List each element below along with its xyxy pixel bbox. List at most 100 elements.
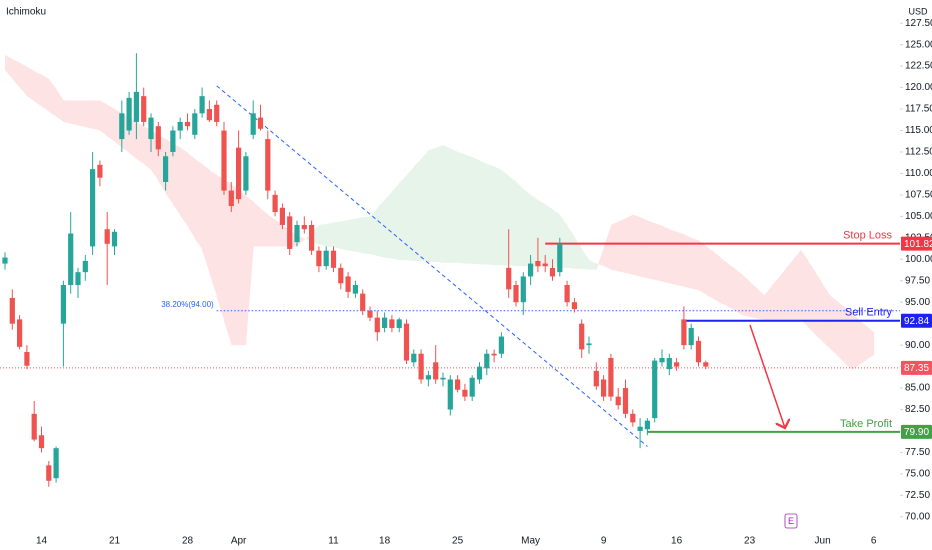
candle-body bbox=[535, 260, 541, 267]
cloud-segment bbox=[348, 218, 356, 252]
cloud-segment bbox=[523, 188, 532, 267]
cloud-segment bbox=[450, 148, 459, 263]
candle-body bbox=[133, 91, 139, 122]
y-tick-label: 85.00 bbox=[905, 383, 930, 394]
cloud-segment bbox=[370, 207, 378, 256]
candle-body bbox=[549, 267, 556, 277]
cloud-segment bbox=[815, 272, 824, 342]
x-tick-label: 6 bbox=[871, 536, 877, 547]
y-tick-label: 95.00 bbox=[905, 297, 930, 308]
cloud-segment bbox=[640, 217, 648, 279]
candle-body bbox=[68, 233, 74, 286]
cloud-segment bbox=[844, 307, 853, 371]
x-tick-label: Jun bbox=[815, 536, 831, 547]
cloud-segment bbox=[479, 160, 488, 265]
cloud-segment bbox=[165, 139, 174, 205]
candle-body bbox=[287, 216, 293, 249]
cloud-segment bbox=[85, 100, 94, 129]
cloud-segment bbox=[545, 204, 553, 268]
cloud-segment bbox=[705, 246, 714, 299]
price-axis: 70.0072.5075.0077.5080.0082.5085.0087.50… bbox=[900, 18, 932, 522]
cloud-segment bbox=[92, 100, 101, 131]
candle-body bbox=[316, 250, 322, 267]
candle-body bbox=[24, 352, 30, 366]
candle-body bbox=[579, 323, 585, 350]
cloud-segment bbox=[727, 263, 736, 311]
cloud-segment bbox=[589, 260, 597, 270]
cloud-segment bbox=[216, 175, 225, 322]
candle-body bbox=[192, 113, 198, 135]
y-tick-label: 127.50 bbox=[905, 18, 932, 29]
cloud-segment bbox=[698, 240, 707, 295]
cloud-segment bbox=[384, 191, 393, 259]
price-badge-label: 87.35 bbox=[904, 363, 929, 374]
annotations: 38.20%(94.00) Stop Loss Sell Entry Take Pro… bbox=[0, 85, 900, 447]
cloud-segment bbox=[19, 62, 28, 97]
candle-body bbox=[236, 147, 242, 200]
cloud-segment bbox=[472, 157, 480, 265]
cloud-segment bbox=[859, 320, 867, 365]
ichimoku-cloud bbox=[5, 54, 875, 371]
cloud-segment bbox=[136, 121, 145, 164]
x-tick-label: 11 bbox=[328, 536, 339, 547]
cloud-segment bbox=[829, 295, 838, 356]
cloud-segment bbox=[851, 313, 860, 371]
candle-body bbox=[294, 224, 300, 243]
candle-body bbox=[46, 465, 52, 481]
cloud-segment bbox=[231, 184, 240, 346]
y-tick-label: 107.50 bbox=[905, 190, 932, 201]
earnings-box[interactable] bbox=[784, 513, 798, 529]
candle-body bbox=[374, 317, 380, 333]
x-tick-label: 23 bbox=[744, 536, 756, 547]
candle-body bbox=[97, 164, 103, 178]
cloud-segment bbox=[786, 259, 794, 321]
cloud-segment bbox=[793, 249, 802, 321]
cloud-segment bbox=[647, 220, 656, 280]
candle-body bbox=[593, 370, 599, 387]
candle-body bbox=[695, 340, 702, 363]
cloud-segment bbox=[260, 208, 269, 247]
candle-body bbox=[38, 435, 45, 449]
cloud-segment bbox=[34, 71, 42, 107]
candle-body bbox=[214, 104, 220, 122]
candle-body bbox=[425, 375, 431, 380]
y-tick-label: 117.50 bbox=[905, 104, 932, 115]
cloud-segment bbox=[318, 224, 327, 247]
candle-body bbox=[250, 113, 256, 135]
candle-body bbox=[279, 207, 285, 225]
candle-body bbox=[17, 319, 23, 347]
candle-body bbox=[644, 420, 650, 430]
cloud-segment bbox=[683, 234, 692, 289]
level-name: Stop Loss bbox=[843, 230, 892, 242]
cloud-segment bbox=[756, 288, 765, 321]
candle-body bbox=[352, 285, 358, 294]
y-tick-label: 122.50 bbox=[905, 61, 932, 72]
candle-body bbox=[403, 323, 410, 361]
cloud-segment bbox=[567, 225, 575, 269]
candle-body bbox=[199, 96, 205, 114]
candle-body bbox=[90, 169, 96, 247]
cloud-segment bbox=[428, 147, 437, 262]
y-tick-label: 70.00 bbox=[905, 511, 930, 522]
candle-body bbox=[586, 343, 592, 346]
candle-body bbox=[228, 190, 234, 207]
candle-body bbox=[323, 250, 329, 267]
cloud-segment bbox=[676, 231, 685, 287]
cloud-segment bbox=[691, 237, 699, 291]
cloud-segment bbox=[837, 301, 845, 364]
cloud-segment bbox=[333, 221, 342, 249]
cloud-segment bbox=[180, 147, 188, 227]
candle-body bbox=[455, 379, 461, 390]
earnings-marker[interactable]: E bbox=[788, 516, 794, 526]
cloud-segment bbox=[494, 166, 502, 266]
candle-body bbox=[674, 362, 680, 367]
cloud-segment bbox=[866, 326, 875, 360]
y-tick-label: 77.50 bbox=[905, 447, 930, 458]
candle-body bbox=[301, 224, 307, 230]
cloud-segment bbox=[596, 247, 605, 270]
candle-body bbox=[221, 130, 227, 191]
cloud-segment bbox=[224, 179, 232, 346]
candle-body bbox=[498, 336, 504, 354]
